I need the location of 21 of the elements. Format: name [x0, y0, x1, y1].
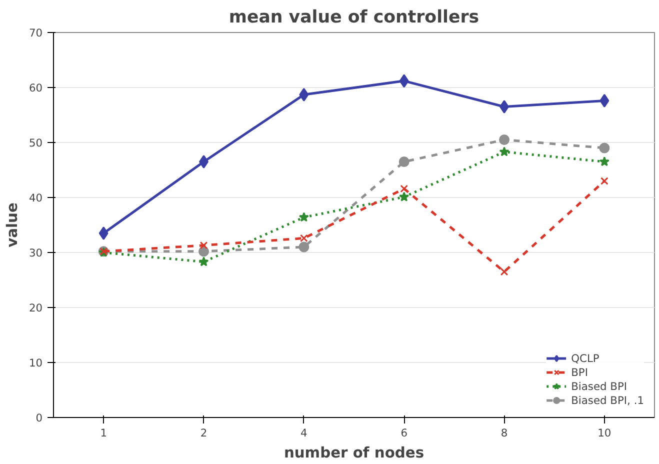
legend-label: Biased BPI, .1 — [571, 393, 644, 407]
x-tick-label: 10 — [598, 426, 612, 440]
y-tick-label: 30 — [28, 246, 43, 260]
y-tick-label: 20 — [28, 302, 43, 314]
y-tick-label: 60 — [28, 82, 43, 94]
y-tick-label: 50 — [28, 136, 43, 150]
y-tick-label: 40 — [28, 192, 43, 204]
x-axis-title: number of nodes — [284, 444, 424, 462]
legend-label: Biased BPI — [571, 379, 628, 393]
y-axis-title: value — [4, 202, 21, 248]
legend-label: QCLP — [571, 351, 600, 365]
x-tick-label: 1 — [100, 426, 107, 440]
legend-label: BPI — [571, 365, 589, 379]
y-tick-label: 70 — [28, 26, 43, 40]
x-tick-label: 8 — [500, 426, 508, 440]
x-tick-label: 2 — [200, 426, 208, 440]
chart-title: mean value of controllers — [228, 8, 480, 28]
x-tick-label: 4 — [300, 426, 308, 440]
x-tick-label: 6 — [400, 426, 408, 440]
y-tick-label: 0 — [36, 412, 43, 424]
y-tick-label: 10 — [28, 356, 43, 370]
